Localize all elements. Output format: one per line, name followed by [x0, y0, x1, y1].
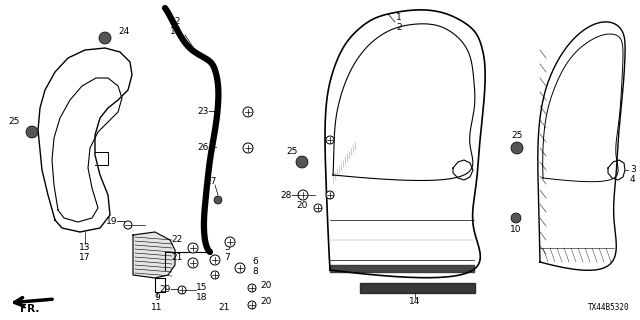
Text: 14: 14: [410, 298, 420, 307]
Circle shape: [188, 258, 198, 268]
Circle shape: [211, 271, 219, 279]
Text: 8: 8: [252, 268, 258, 276]
Text: 23—: 23—: [198, 108, 218, 116]
Circle shape: [178, 286, 186, 294]
Text: 5: 5: [224, 244, 230, 252]
Circle shape: [243, 143, 253, 153]
Text: 26—: 26—: [198, 143, 218, 153]
Circle shape: [511, 213, 521, 223]
Circle shape: [210, 255, 220, 265]
Circle shape: [99, 32, 111, 44]
Text: 4: 4: [630, 175, 636, 185]
Text: 25: 25: [8, 117, 19, 126]
Text: 29—: 29—: [159, 285, 180, 294]
Circle shape: [124, 221, 132, 229]
Text: TX44B5320: TX44B5320: [588, 303, 630, 312]
Text: 12: 12: [170, 18, 182, 27]
Circle shape: [298, 190, 308, 200]
Text: 18: 18: [196, 292, 208, 301]
Text: 20: 20: [260, 298, 271, 307]
Text: 25: 25: [511, 131, 523, 140]
Text: FR.: FR.: [20, 304, 40, 314]
Text: 20: 20: [296, 201, 308, 210]
Text: 28—: 28—: [280, 190, 301, 199]
Circle shape: [248, 284, 256, 292]
Circle shape: [243, 107, 253, 117]
Text: 16: 16: [170, 28, 182, 36]
Text: 2: 2: [396, 22, 402, 31]
Text: 13: 13: [79, 244, 91, 252]
Text: 7: 7: [224, 253, 230, 262]
Text: 22: 22: [172, 236, 183, 244]
Text: 21: 21: [172, 253, 183, 262]
Circle shape: [314, 204, 322, 212]
Text: 10: 10: [510, 226, 522, 235]
Circle shape: [235, 263, 245, 273]
Text: 27: 27: [205, 178, 216, 187]
Text: 25: 25: [286, 148, 298, 156]
Text: 17: 17: [79, 253, 91, 262]
Text: 19—: 19—: [106, 218, 126, 227]
Circle shape: [296, 156, 308, 168]
Circle shape: [326, 191, 334, 199]
Circle shape: [326, 136, 334, 144]
Text: 15: 15: [196, 284, 208, 292]
Circle shape: [248, 301, 256, 309]
Polygon shape: [133, 232, 175, 278]
Text: 24: 24: [118, 28, 129, 36]
Text: 6: 6: [252, 258, 258, 267]
Circle shape: [188, 243, 198, 253]
Circle shape: [26, 126, 38, 138]
Circle shape: [214, 196, 222, 204]
Text: 1: 1: [396, 13, 402, 22]
Text: 11: 11: [151, 302, 163, 311]
Text: 9: 9: [154, 293, 160, 302]
Text: 21: 21: [218, 302, 230, 311]
Text: 20: 20: [260, 281, 271, 290]
Circle shape: [511, 142, 523, 154]
Circle shape: [225, 237, 235, 247]
Text: 3: 3: [630, 165, 636, 174]
